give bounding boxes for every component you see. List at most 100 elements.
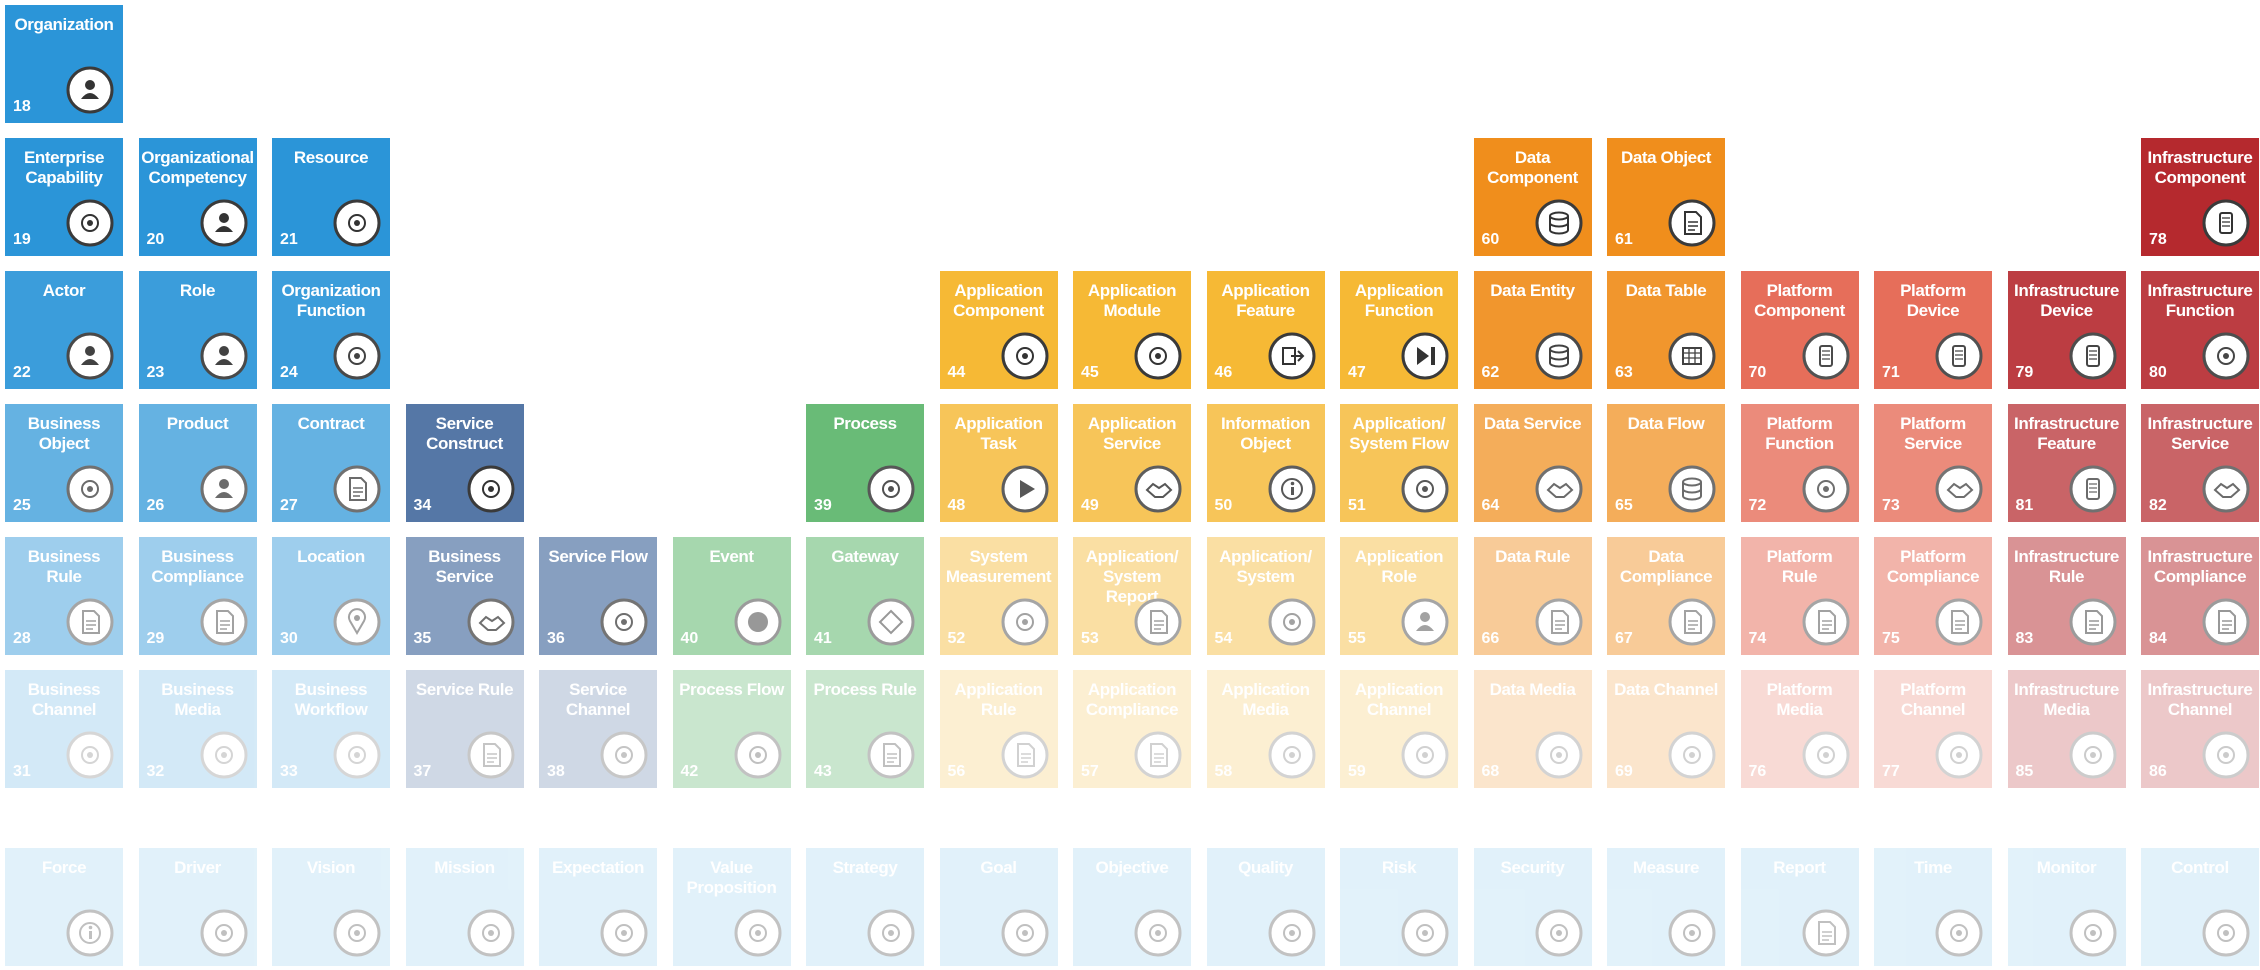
element-tile[interactable]: Application Rule 56 xyxy=(939,670,1058,788)
element-tile[interactable]: Data Media 68 xyxy=(1473,670,1592,788)
presentation-icon xyxy=(1668,731,1716,779)
element-tile[interactable]: Application/ System Flow 51 xyxy=(1340,404,1458,522)
element-tile[interactable]: Platform Service 73 xyxy=(1874,404,1992,522)
element-tile[interactable]: Platform Media 76 xyxy=(1740,670,1859,788)
element-tile[interactable]: Organizational Competency 20 xyxy=(138,138,257,256)
element-number: 47 xyxy=(1348,364,1366,381)
element-tile[interactable]: Role 23 xyxy=(138,271,257,389)
element-tile[interactable]: Process Flow 42 xyxy=(672,670,791,788)
element-tile[interactable]: Report xyxy=(1740,848,1859,966)
element-tile[interactable]: Application Module 45 xyxy=(1073,271,1191,389)
element-tile[interactable]: Infrastructure Feature 81 xyxy=(2007,404,2126,522)
element-tile[interactable]: Infrastructure Media 85 xyxy=(2007,670,2126,788)
element-tile[interactable]: Expectation xyxy=(539,848,657,966)
element-tile[interactable]: Business Workflow 33 xyxy=(272,670,390,788)
module-icon xyxy=(1134,332,1182,380)
element-tile[interactable]: Application Channel 59 xyxy=(1340,670,1458,788)
element-tile[interactable]: Strategy xyxy=(806,848,924,966)
element-tile[interactable]: Application Media 58 xyxy=(1206,670,1325,788)
element-tile[interactable]: Location 30 xyxy=(272,537,390,655)
element-tile[interactable]: Control xyxy=(2141,848,2259,966)
element-tile[interactable]: Business Channel 31 xyxy=(5,670,123,788)
element-tile[interactable]: Infrastructure Function 80 xyxy=(2141,271,2259,389)
flow-icon xyxy=(1401,465,1449,513)
printer-icon xyxy=(1268,731,1315,779)
element-tile[interactable]: Application Compliance 57 xyxy=(1073,670,1191,788)
element-tile[interactable]: Application Feature 46 xyxy=(1206,271,1325,389)
element-tile[interactable]: Application Service 49 xyxy=(1073,404,1191,522)
element-tile[interactable]: Quality xyxy=(1206,848,1325,966)
element-tile[interactable]: Application/ System Report 53 xyxy=(1073,537,1191,655)
element-tile[interactable]: Data Object 61 xyxy=(1607,138,1725,256)
element-tile[interactable]: Force xyxy=(5,848,123,966)
element-number: 72 xyxy=(1748,497,1767,514)
element-tile[interactable]: Business Media 32 xyxy=(138,670,257,788)
element-tile[interactable]: Application Role 55 xyxy=(1340,537,1458,655)
element-tile[interactable]: Business Service 35 xyxy=(405,537,524,655)
element-tile[interactable]: Data Component 60 xyxy=(1473,138,1592,256)
element-tile[interactable]: Value Proposition xyxy=(672,848,791,966)
element-tile[interactable]: Infrastructure Service 82 xyxy=(2141,404,2259,522)
element-tile[interactable]: Objective xyxy=(1073,848,1191,966)
element-name: Infrastructure Component xyxy=(2147,148,2253,187)
element-tile[interactable]: Infrastructure Rule 83 xyxy=(2007,537,2126,655)
presentation-icon xyxy=(600,731,648,779)
element-tile[interactable]: Actor 22 xyxy=(5,271,123,389)
element-tile[interactable]: Driver xyxy=(138,848,257,966)
element-tile[interactable]: Service Flow 36 xyxy=(539,537,657,655)
element-tile[interactable]: Data Flow 65 xyxy=(1607,404,1725,522)
element-tile[interactable]: Service Construct 34 xyxy=(405,404,524,522)
element-tile[interactable]: Risk xyxy=(1340,848,1458,966)
element-tile[interactable]: Infrastructure Component 78 xyxy=(2141,138,2259,256)
element-tile[interactable]: Event 40 xyxy=(672,537,791,655)
element-tile[interactable]: Platform Device 71 xyxy=(1874,271,1992,389)
element-tile[interactable]: Service Channel 38 xyxy=(539,670,657,788)
element-tile[interactable]: Business Rule 28 xyxy=(5,537,123,655)
element-tile[interactable]: Business Compliance 29 xyxy=(138,537,257,655)
element-tile[interactable]: Platform Compliance 75 xyxy=(1874,537,1992,655)
compliance-icon xyxy=(200,598,247,646)
element-tile[interactable]: Time xyxy=(1874,848,1992,966)
element-tile[interactable]: Contract 27 xyxy=(272,404,390,522)
element-tile[interactable]: Infrastructure Channel 86 xyxy=(2141,670,2259,788)
element-tile[interactable]: Platform Component 70 xyxy=(1740,271,1859,389)
element-tile[interactable]: Gateway 41 xyxy=(806,537,924,655)
element-tile[interactable]: Application/ System 54 xyxy=(1206,537,1325,655)
element-tile[interactable]: Service Rule 37 xyxy=(405,670,524,788)
element-tile[interactable]: Infrastructure Device 79 xyxy=(2007,271,2126,389)
element-tile[interactable]: Platform Channel 77 xyxy=(1874,670,1992,788)
element-tile[interactable]: Application Task 48 xyxy=(939,404,1058,522)
element-tile[interactable]: System Measurement 52 xyxy=(939,537,1058,655)
element-tile[interactable]: Data Table 63 xyxy=(1607,271,1725,389)
element-tile[interactable]: Enterprise Capability 19 xyxy=(5,138,123,256)
element-tile[interactable]: Security xyxy=(1473,848,1592,966)
element-tile[interactable]: Application Function 47 xyxy=(1340,271,1458,389)
element-tile[interactable]: Information Object 50 xyxy=(1206,404,1325,522)
diamond-icon xyxy=(867,598,915,646)
element-tile[interactable]: Resource 21 xyxy=(272,138,390,256)
element-number: 84 xyxy=(2149,630,2167,647)
element-tile[interactable]: Measure xyxy=(1607,848,1725,966)
element-number: 24 xyxy=(280,364,298,381)
element-tile[interactable]: Process 39 xyxy=(806,404,924,522)
element-name: Platform Compliance xyxy=(1886,547,1980,586)
people-gear-icon xyxy=(66,66,114,114)
element-tile[interactable]: Application Component 44 xyxy=(939,271,1058,389)
element-tile[interactable]: Data Channel 69 xyxy=(1607,670,1725,788)
element-tile[interactable]: Data Service 64 xyxy=(1473,404,1592,522)
element-tile[interactable]: Data Compliance 67 xyxy=(1607,537,1725,655)
element-tile[interactable]: Platform Function 72 xyxy=(1740,404,1859,522)
element-tile[interactable]: Organization 18 xyxy=(5,5,123,123)
element-tile[interactable]: Data Rule 66 xyxy=(1473,537,1592,655)
element-tile[interactable]: Platform Rule 74 xyxy=(1740,537,1859,655)
element-tile[interactable]: Product 26 xyxy=(138,404,257,522)
element-tile[interactable]: Business Object 25 xyxy=(5,404,123,522)
element-tile[interactable]: Vision xyxy=(272,848,390,966)
element-tile[interactable]: Mission xyxy=(405,848,524,966)
element-tile[interactable]: Infrastructure Compliance 84 xyxy=(2141,537,2259,655)
element-tile[interactable]: Organization Function 24 xyxy=(272,271,390,389)
element-tile[interactable]: Goal xyxy=(939,848,1058,966)
element-tile[interactable]: Process Rule 43 xyxy=(806,670,924,788)
element-tile[interactable]: Monitor xyxy=(2007,848,2126,966)
element-tile[interactable]: Data Entity 62 xyxy=(1473,271,1592,389)
